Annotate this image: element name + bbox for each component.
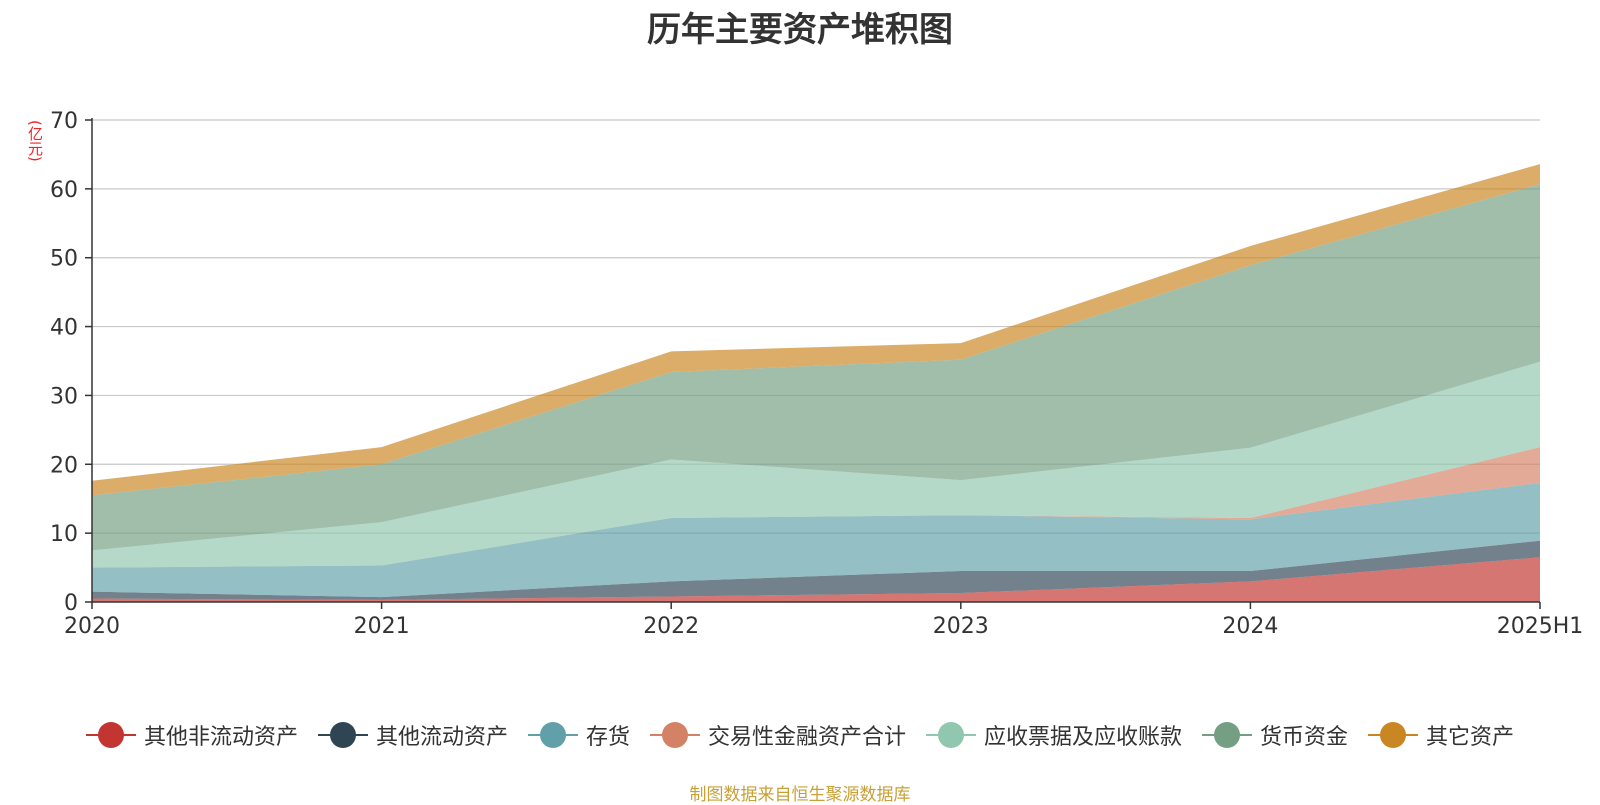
- legend-label: 其他非流动资产: [143, 725, 298, 750]
- area-series-5: [92, 184, 1540, 551]
- x-tick-label: 2024: [1222, 614, 1278, 639]
- area-layer: [92, 164, 1540, 602]
- legend-marker-icon: [527, 722, 578, 748]
- legend-marker-icon: [926, 722, 976, 748]
- x-tick-label: 2025H1: [1497, 614, 1584, 639]
- chart-title: 历年主要资产堆积图: [647, 10, 953, 50]
- legend-item[interactable]: 货币资金: [1202, 719, 1348, 751]
- legend-marker-icon: [649, 722, 700, 748]
- legend-item[interactable]: 交易性金融资产合计: [649, 719, 906, 751]
- area-series-2: [92, 482, 1540, 598]
- legend-label: 存货: [585, 725, 630, 750]
- source-note: 制图数据来自恒生聚源数据库: [689, 785, 911, 805]
- legend-item[interactable]: 其它资产: [1368, 719, 1514, 751]
- legend-item[interactable]: 存货: [527, 719, 630, 751]
- legend-marker-icon: [85, 722, 136, 748]
- legend-label: 其它资产: [1426, 725, 1515, 750]
- legend-label: 应收票据及应收账款: [984, 725, 1183, 750]
- y-tick-label: 70: [50, 109, 78, 134]
- legend-label: 其他流动资产: [375, 725, 508, 750]
- y-tick-label: 50: [50, 247, 78, 272]
- legend: 其他非流动资产 其他流动资产 存货 交易性金融资产合计 应收票据及应收账款 货币资金 其它资…: [0, 720, 1600, 750]
- legend-label: 交易性金融资产合计: [707, 725, 906, 750]
- legend-item[interactable]: 应收票据及应收账款: [926, 719, 1182, 751]
- y-tick-label: 0: [64, 591, 78, 616]
- y-tick-label: 30: [50, 384, 78, 409]
- x-tick-label: 2020: [64, 614, 120, 639]
- axis-layer: 0 10 20 30 40 50 60 70 2020 2021 2022 2023 2024 2025H…: [50, 109, 1583, 639]
- y-tick-label: 10: [50, 522, 78, 547]
- area-series-0: [92, 557, 1540, 602]
- legend-marker-icon: [317, 722, 368, 748]
- y-tick-label: 20: [50, 453, 78, 478]
- x-tick-label: 2021: [354, 614, 410, 639]
- legend-marker-icon: [1368, 722, 1419, 748]
- y-axis-unit-label: (亿元): [26, 120, 44, 162]
- x-tick-label: 2022: [643, 614, 699, 639]
- y-tick-label: 60: [50, 178, 78, 203]
- legend-item[interactable]: 其他流动资产: [317, 719, 508, 751]
- legend-item[interactable]: 其他非流动资产: [85, 719, 298, 751]
- legend-label: 货币资金: [1260, 725, 1349, 750]
- area-series-4: [92, 361, 1540, 568]
- x-tick-label: 2023: [933, 614, 989, 639]
- area-series-1: [92, 540, 1540, 600]
- legend-marker-icon: [1202, 722, 1253, 748]
- y-tick-label: 40: [50, 316, 78, 341]
